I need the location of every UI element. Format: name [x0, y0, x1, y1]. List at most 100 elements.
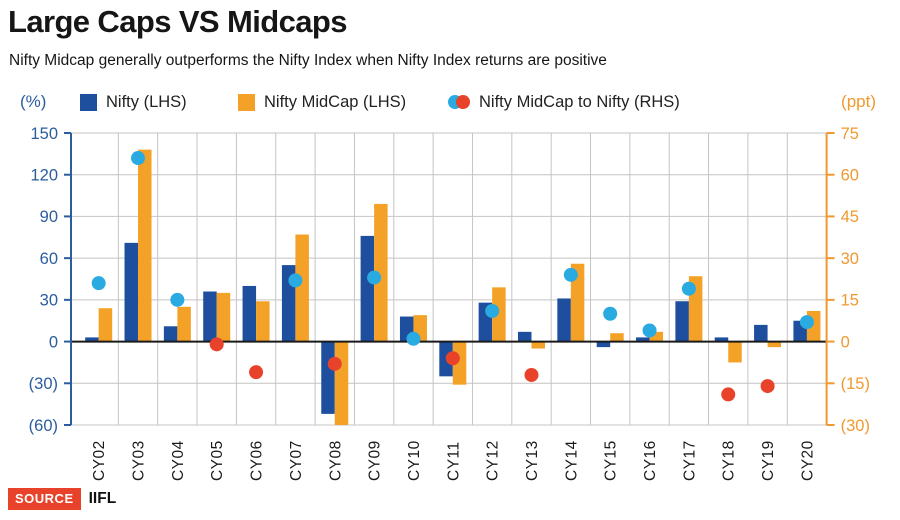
dot-pair-icon — [448, 94, 472, 111]
x-tick-label-CY05: CY05 — [209, 440, 226, 481]
left-axis-tick-label: 60 — [40, 250, 58, 268]
x-tick-label-CY20: CY20 — [799, 440, 816, 481]
right-axis-tick-label: 60 — [841, 166, 859, 184]
bar-midcap-CY07 — [295, 234, 309, 342]
bar-midcap-CY05 — [216, 292, 231, 342]
left-axis-tick-label: 30 — [40, 292, 58, 310]
bar-midcap-CY06 — [256, 301, 270, 342]
dot-midcap-to-nifty-CY16 — [642, 323, 657, 338]
negative-dot-icon — [456, 94, 470, 109]
right-axis-tick-label: 0 — [841, 333, 850, 351]
bar-midcap-CY02 — [98, 308, 113, 342]
dot-midcap-to-nifty-CY09 — [367, 270, 382, 285]
right-axis-tick-label: 30 — [841, 250, 859, 268]
bar-midcap-CY03 — [138, 149, 152, 342]
dot-midcap-to-nifty-CY04 — [170, 292, 185, 307]
dot-midcap-to-nifty-CY12 — [485, 303, 500, 318]
bar-nifty-CY03 — [124, 242, 139, 342]
dot-midcap-to-nifty-CY20 — [799, 315, 814, 330]
bar-midcap-CY18 — [728, 341, 742, 363]
right-axis-tick-label: (15) — [841, 375, 870, 393]
x-tick-label-CY19: CY19 — [760, 440, 777, 481]
source-badge: SOURCE — [8, 488, 81, 510]
bar-nifty-CY15 — [596, 341, 611, 348]
left-axis-tick-label: (60) — [29, 417, 58, 435]
dot-midcap-to-nifty-CY06 — [249, 365, 264, 380]
dot-midcap-to-nifty-CY08 — [327, 356, 342, 371]
bar-nifty-CY08 — [321, 341, 335, 414]
bar-midcap-CY13 — [531, 341, 545, 349]
chart-svg: 1501209060300(30)(60)75604530150(15)(30)… — [29, 125, 870, 481]
dot-midcap-to-nifty-CY02 — [91, 276, 106, 291]
x-tick-label-CY03: CY03 — [131, 440, 148, 481]
bar-nifty-CY19 — [754, 324, 768, 342]
bar-nifty-CY05 — [203, 291, 217, 342]
bar-nifty-CY16 — [636, 337, 650, 342]
dot-midcap-to-nifty-CY11 — [445, 351, 460, 366]
legend-label-midcap-to-nifty: Nifty MidCap to Nifty (RHS) — [479, 92, 680, 111]
x-tick-label-CY09: CY09 — [367, 440, 384, 481]
x-tick-label-CY07: CY07 — [288, 440, 305, 481]
bar-midcap-CY16 — [649, 331, 664, 342]
midcap-swatch-icon — [238, 93, 255, 111]
dot-midcap-to-nifty-CY03 — [131, 151, 146, 166]
left-axis-tick-label: (30) — [29, 375, 58, 393]
legend-item-midcap-to-nifty: Nifty MidCap to Nifty (RHS) — [448, 90, 680, 114]
legend: (%) Nifty (LHS) Nifty MidCap (LHS) Nifty… — [0, 90, 900, 114]
bar-midcap-CY14 — [570, 263, 585, 342]
bar-nifty-CY13 — [517, 331, 532, 342]
dot-midcap-to-nifty-CY14 — [563, 267, 578, 282]
x-tick-label-CY15: CY15 — [603, 440, 620, 481]
right-axis-tick-label: (30) — [841, 417, 870, 435]
bar-nifty-CY17 — [675, 301, 689, 342]
nifty-swatch-icon — [80, 93, 97, 111]
dot-midcap-to-nifty-CY15 — [603, 306, 618, 321]
x-tick-label-CY17: CY17 — [681, 440, 698, 481]
left-axis-unit-label: (%) — [20, 92, 47, 111]
left-axis-tick-label: 90 — [40, 208, 58, 226]
bar-nifty-CY04 — [163, 326, 178, 342]
x-tick-label-CY04: CY04 — [170, 440, 187, 481]
right-axis-tick-label: 15 — [841, 292, 859, 310]
legend-label-midcap: Nifty MidCap (LHS) — [264, 92, 407, 111]
chart-area: 150 120 90 60 30 0 (30) (60) 75 60 45 30 15 0 (15) (30)… — [0, 120, 900, 490]
x-tick-label-CY14: CY14 — [563, 440, 580, 481]
bar-nifty-CY18 — [714, 337, 729, 342]
x-tick-label-CY13: CY13 — [524, 440, 541, 481]
bar-midcap-CY08 — [334, 341, 349, 425]
bar-midcap-CY09 — [374, 203, 388, 342]
legend-label-nifty: Nifty (LHS) — [106, 92, 187, 111]
bar-nifty-CY06 — [242, 285, 257, 342]
dot-midcap-to-nifty-CY10 — [406, 331, 421, 346]
dot-midcap-to-nifty-CY07 — [288, 273, 303, 288]
x-tick-label-CY08: CY08 — [327, 440, 344, 481]
x-tick-label-CY11: CY11 — [445, 441, 462, 481]
dot-midcap-to-nifty-CY19 — [760, 379, 775, 394]
dot-midcap-to-nifty-CY17 — [681, 281, 696, 296]
source-row: SOURCE IIFL — [8, 488, 116, 510]
left-axis-tick-label: 150 — [30, 125, 58, 143]
page-subtitle: Nifty Midcap generally outperforms the N… — [9, 52, 607, 69]
bar-midcap-CY15 — [610, 333, 624, 342]
left-axis-tick-label: 120 — [30, 166, 58, 184]
dot-midcap-to-nifty-CY18 — [721, 387, 736, 402]
bar-nifty-CY14 — [557, 298, 571, 342]
legend-item-nifty: Nifty (LHS) — [80, 90, 187, 114]
bar-nifty-CY09 — [360, 235, 375, 342]
x-tick-label-CY10: CY10 — [406, 440, 423, 481]
left-axis-tick-label: 0 — [49, 333, 58, 351]
source-name: IIFL — [88, 490, 117, 507]
dot-midcap-to-nifty-CY13 — [524, 367, 539, 382]
x-tick-label-CY02: CY02 — [91, 440, 108, 481]
bar-nifty-CY02 — [85, 337, 99, 342]
dot-midcap-to-nifty-CY05 — [209, 337, 224, 352]
x-tick-label-CY18: CY18 — [721, 440, 738, 481]
x-tick-label-CY12: CY12 — [485, 440, 502, 481]
bar-midcap-CY12 — [492, 287, 506, 342]
right-axis-unit-label: (ppt) — [841, 92, 876, 111]
right-axis-tick-label: 75 — [841, 125, 859, 143]
legend-item-midcap: Nifty MidCap (LHS) — [238, 90, 406, 114]
bar-midcap-CY04 — [177, 306, 191, 342]
page-title: Large Caps VS Midcaps — [8, 4, 347, 39]
